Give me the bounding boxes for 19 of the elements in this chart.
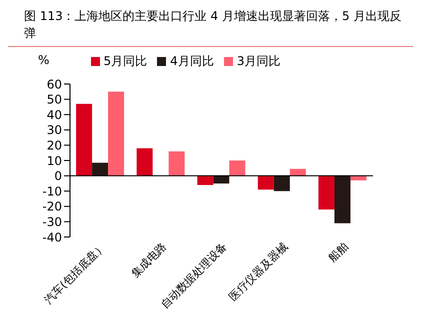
y-axis-title: % [38,53,50,67]
y-tick-label: 60 [46,77,62,92]
y-tick-label: 30 [46,123,62,138]
x-tick-label: 医疗仪器及器械 [226,240,290,304]
x-tick-label: 集成电路 [128,240,170,280]
legend-label: 3月同比 [236,54,280,68]
y-tick-label: 50 [46,92,62,107]
y-tick-label: 40 [46,108,62,122]
y-tick-label: 20 [46,138,62,152]
legend-label: 5月同比 [104,54,148,68]
y-tick-label: 10 [46,154,62,168]
y-tick-label: -20 [42,200,62,214]
x-tick-label: 船舶 [326,240,351,265]
y-tick-label: -40 [42,230,62,244]
legend-label: 4月同比 [170,54,214,68]
y-tick-label: -10 [42,184,62,198]
chart-title: 图 113：上海地区的主要出口行业 4 月增速出现显著回落，5 月出现反弹 [8,8,413,47]
y-tick-label: -30 [42,214,62,229]
y-tick-label: 0 [54,169,62,184]
